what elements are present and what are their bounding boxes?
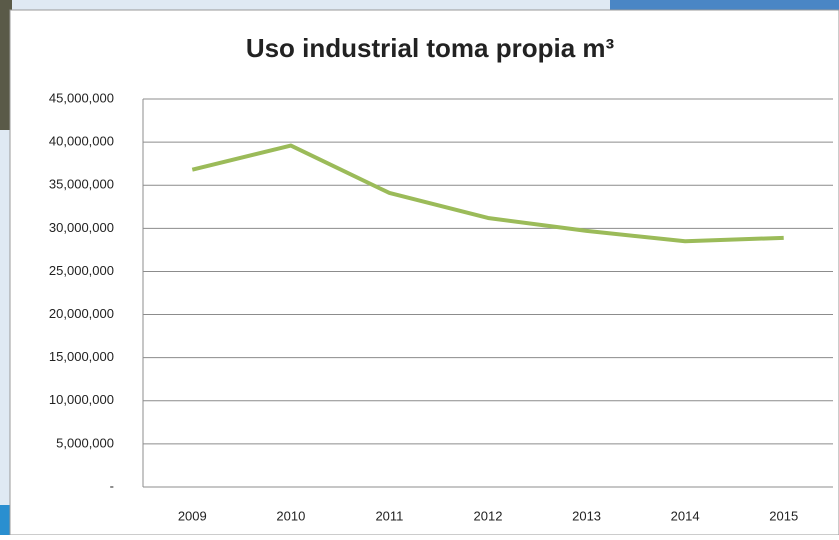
y-tick-label: 5,000,000 bbox=[56, 435, 114, 450]
x-tick-label: 2014 bbox=[671, 508, 700, 523]
data-line bbox=[191, 143, 784, 244]
y-tick-label: 40,000,000 bbox=[49, 134, 114, 149]
y-tick-label: 15,000,000 bbox=[49, 349, 114, 364]
x-tick-label: 2009 bbox=[178, 508, 207, 523]
photo-edge bbox=[0, 0, 12, 130]
x-tick-label: 2013 bbox=[572, 508, 601, 523]
x-tick-label: 2012 bbox=[474, 508, 503, 523]
y-tick-label: - bbox=[110, 478, 114, 493]
x-tick-label: 2010 bbox=[276, 508, 305, 523]
y-tick-label: 35,000,000 bbox=[49, 177, 114, 192]
blue-edge bbox=[0, 505, 12, 535]
y-tick-label: 10,000,000 bbox=[49, 392, 114, 407]
blue-shape bbox=[610, 0, 839, 12]
chart-title: Uso industrial toma propia m³ bbox=[246, 33, 615, 63]
x-tick-label: 2011 bbox=[375, 508, 403, 523]
chart-panel bbox=[9, 9, 839, 536]
y-tick-label: 30,000,000 bbox=[49, 220, 114, 235]
y-tick-label: 45,000,000 bbox=[49, 90, 114, 105]
x-tick-label: 2015 bbox=[769, 508, 798, 523]
y-tick-label: 20,000,000 bbox=[49, 306, 114, 321]
y-tick-label: 25,000,000 bbox=[49, 263, 114, 278]
